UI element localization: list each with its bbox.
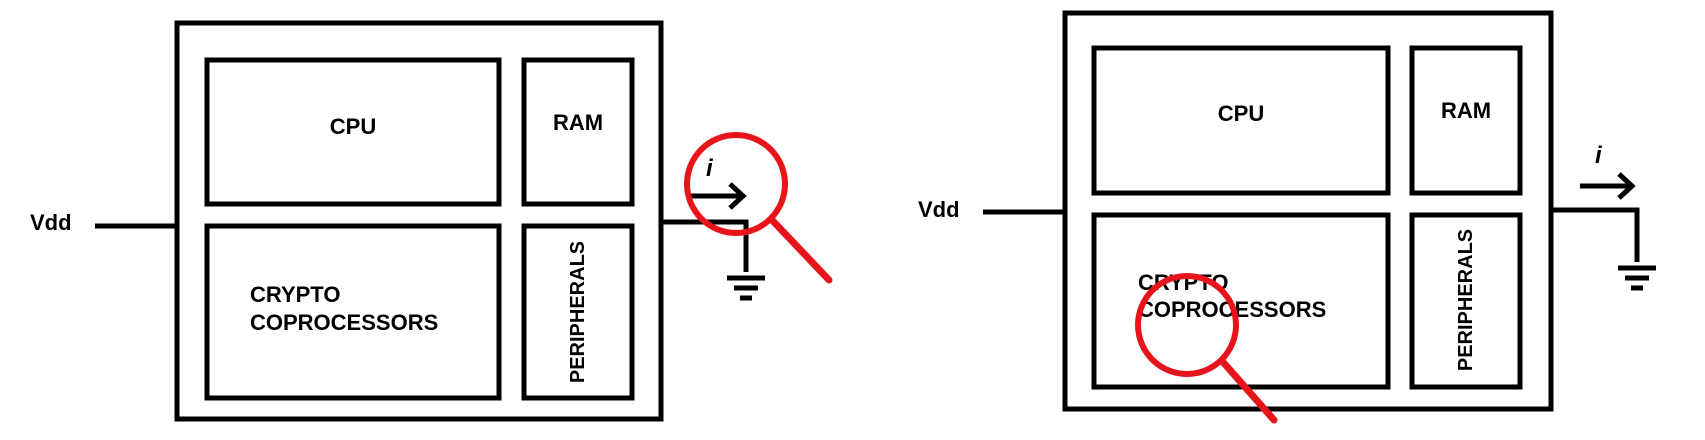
cpu-label: CPU	[1218, 101, 1264, 126]
ground-symbol	[1618, 265, 1656, 291]
vdd-label: Vdd	[918, 197, 960, 222]
cpu-label: CPU	[330, 114, 376, 139]
current-arrow	[1580, 172, 1636, 200]
right-diagram: Vdd CPU RAM CRYPTO COPROCESSORS PERIPHER…	[918, 10, 1656, 424]
ram-block	[1409, 45, 1523, 196]
chip-outline	[1062, 10, 1554, 412]
magnifier-icon	[1135, 273, 1278, 424]
ground-symbol	[727, 275, 765, 301]
peripherals-label: PERIPHERALS	[1455, 229, 1477, 371]
peripherals-label: PERIPHERALS	[567, 241, 589, 383]
left-diagram: Vdd CPU RAM CRYPTO COPROCESSORS PERIPHER…	[30, 20, 833, 422]
crypto-label-line1: CRYPTO	[250, 282, 340, 307]
ram-block	[521, 57, 635, 207]
crypto-label-line2: COPROCESSORS	[250, 310, 438, 335]
magnifier-icon	[684, 132, 833, 284]
ground-wire	[661, 219, 749, 272]
cpu-block	[204, 57, 502, 207]
current-label: i	[1595, 142, 1603, 169]
current-arrow	[691, 182, 747, 210]
crypto-block	[204, 223, 502, 401]
ram-label: RAM	[1441, 98, 1491, 123]
cpu-block	[1091, 45, 1391, 196]
current-label: i	[706, 155, 714, 182]
vdd-label: Vdd	[30, 210, 72, 235]
ground-wire	[1551, 207, 1640, 262]
peripherals-block	[1409, 212, 1523, 390]
ram-label: RAM	[553, 110, 603, 135]
peripherals-block	[521, 223, 635, 401]
